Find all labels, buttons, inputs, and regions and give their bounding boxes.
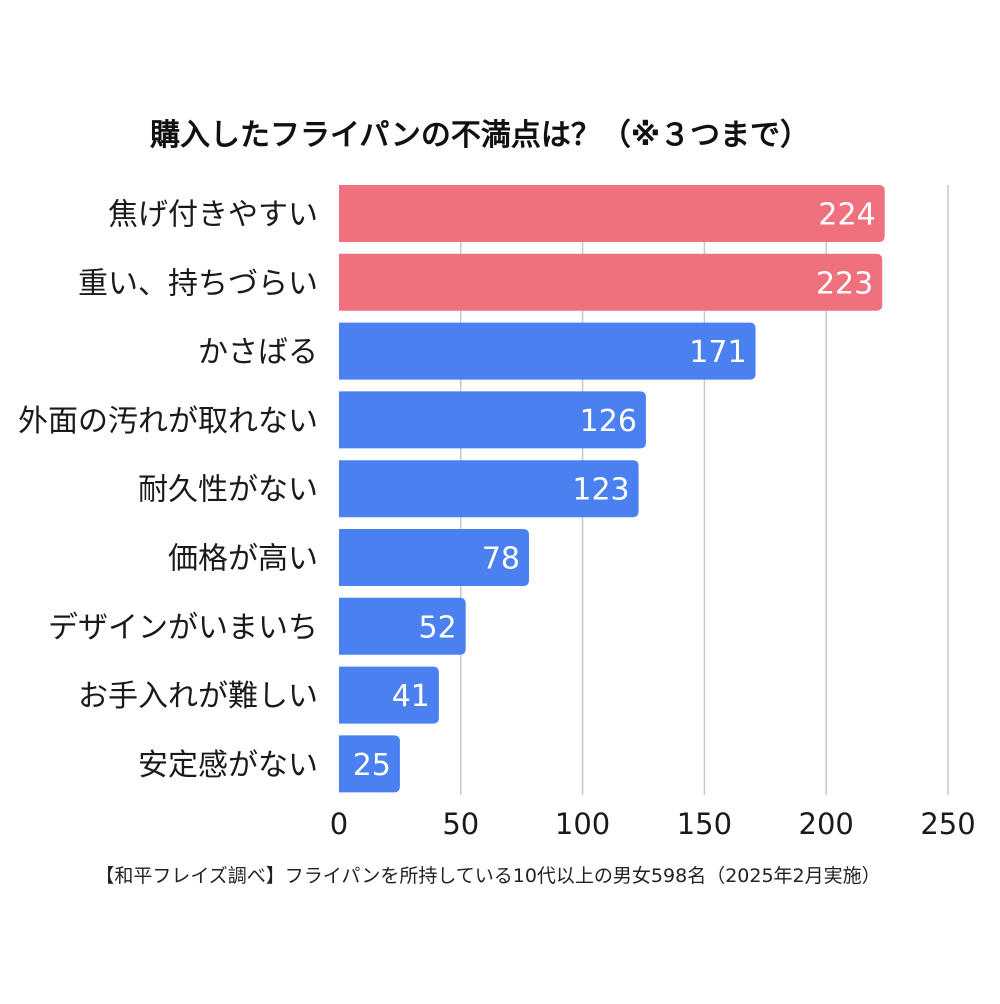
bar-9 — [339, 735, 400, 793]
category-label-3: かさばる — [198, 335, 318, 370]
value-label-4: 126 — [580, 404, 637, 439]
bar-4 — [339, 391, 646, 449]
category-labels: 焦げ付きやすい重い、持ちづらいかさばる外面の汚れが取れない耐久性がない価格が高い… — [18, 198, 318, 783]
source-footnote: 【和平フレイズ調べ】フライパンを所持している10代以上の男女598名（2025年… — [95, 865, 880, 887]
bar-3 — [339, 322, 756, 380]
category-label-2: 重い、持ちづらい — [78, 266, 318, 301]
category-label-5: 耐久性がない — [138, 473, 318, 508]
value-label-8: 41 — [392, 679, 430, 714]
category-label-1: 焦げ付きやすい — [108, 198, 318, 233]
bar-8 — [339, 666, 439, 724]
bar-2 — [339, 253, 883, 311]
value-label-3: 171 — [689, 335, 746, 370]
value-label-5: 123 — [572, 473, 629, 508]
bar-7 — [339, 597, 466, 655]
value-label-9: 25 — [353, 748, 391, 783]
value-label-7: 52 — [418, 610, 456, 645]
x-tick-label-250: 250 — [920, 807, 975, 841]
value-label-6: 78 — [482, 542, 520, 577]
x-tick-label-200: 200 — [799, 807, 854, 841]
bars — [339, 185, 885, 793]
x-tick-label-150: 150 — [677, 807, 732, 841]
value-label-1: 224 — [818, 198, 875, 233]
category-label-7: デザインがいまいち — [48, 610, 318, 645]
bar-5 — [339, 460, 639, 518]
category-label-6: 価格が高い — [168, 542, 318, 577]
chart-title: 購入したフライパンの不満点は？（※３つまで） — [150, 118, 810, 153]
bar-6 — [339, 529, 530, 586]
category-label-9: 安定感がない — [138, 748, 318, 783]
x-tick-label-0: 0 — [330, 807, 348, 841]
x-tick-label-50: 50 — [442, 807, 479, 841]
category-label-4: 外面の汚れが取れない — [18, 404, 318, 439]
category-label-8: お手入れが難しい — [78, 679, 318, 714]
x-tick-label-100: 100 — [555, 807, 610, 841]
bar-1 — [339, 185, 885, 242]
value-label-2: 223 — [816, 266, 873, 301]
x-axis-ticks: 0 50 100 150 200 250 — [330, 807, 976, 841]
